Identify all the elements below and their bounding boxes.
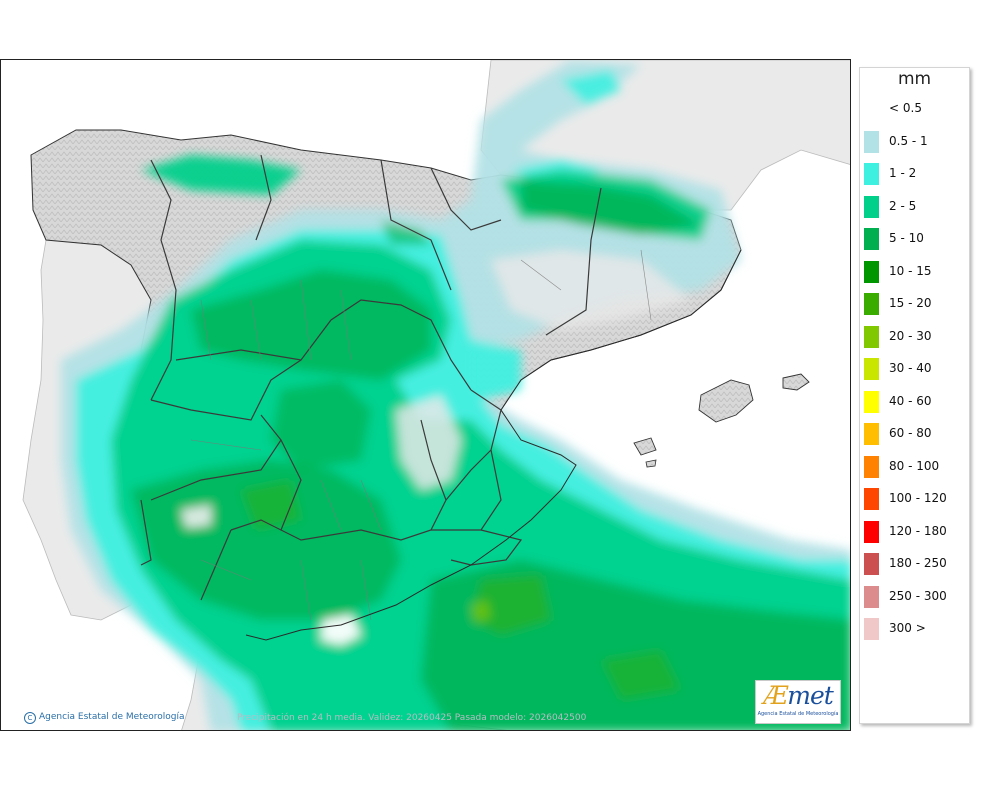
legend-label: 120 - 180 <box>889 523 947 538</box>
legend-swatch <box>864 228 879 250</box>
legend-label: 300 > <box>889 621 926 635</box>
legend-swatch <box>864 293 879 315</box>
legend-label: < 0.5 <box>889 101 922 115</box>
coastline <box>245 249 742 641</box>
legend-swatch <box>864 163 879 185</box>
legend-swatch <box>864 390 879 413</box>
legend-label: 10 - 15 <box>889 263 932 278</box>
legend-label: 180 - 250 <box>889 556 947 570</box>
legend-swatch <box>864 488 879 510</box>
province-lines <box>190 249 652 621</box>
legend-swatch <box>864 423 879 445</box>
logo-subtitle: Agencia Estatal de Meteorología <box>757 711 839 717</box>
legend-swatch <box>864 585 879 608</box>
legend-label: 80 - 100 <box>889 458 940 473</box>
legend-unit: mm <box>897 69 932 89</box>
legend-label: 0.5 - 1 <box>889 133 928 148</box>
legend-panel: mm < 0.5 0.5 - 1 1 - 2 2 - 5 5 - 10 10 - 15 15… <box>859 67 970 724</box>
legend-label: 60 - 80 <box>889 426 932 440</box>
legend-label: 20 - 30 <box>889 328 932 343</box>
legend-swatch <box>864 260 879 283</box>
precipitation-map <box>0 59 851 731</box>
legend-swatch <box>864 325 879 348</box>
legend-label: 30 - 40 <box>889 361 932 375</box>
formentera-island <box>645 459 657 468</box>
region-boundaries <box>140 154 602 601</box>
aemet-logo: Æmet Agencia Estatal de Meteorología <box>755 680 841 724</box>
legend-label: 15 - 20 <box>889 296 932 310</box>
legend-swatch <box>864 455 879 478</box>
legend-label: 100 - 120 <box>889 491 947 505</box>
legend-swatch <box>864 98 879 120</box>
map-canvas <box>22 60 850 730</box>
ibiza-island <box>633 437 657 456</box>
legend-swatch <box>864 520 879 543</box>
legend-label: 1 - 2 <box>889 166 917 180</box>
map-caption: Precipitación en 24 h media. Validez: 20… <box>237 713 587 723</box>
menorca-island <box>782 373 810 391</box>
legend-label: 40 - 60 <box>889 393 932 408</box>
legend-swatch <box>864 553 879 575</box>
legend-swatch <box>864 195 879 218</box>
legend-label: 5 - 10 <box>889 231 924 245</box>
legend-swatch <box>864 130 879 153</box>
logo-mark: Æmet <box>763 681 834 710</box>
legend-swatch <box>864 618 879 640</box>
credit-text: Agencia Estatal de Meteorología <box>39 712 185 722</box>
legend-label: 2 - 5 <box>889 198 917 213</box>
copyright-icon: C <box>24 712 36 724</box>
legend-label: 250 - 300 <box>889 588 947 603</box>
mallorca-island <box>698 379 754 423</box>
legend-swatch <box>864 358 879 380</box>
aemet-credit: C Agencia Estatal de Meteorología <box>24 712 185 724</box>
